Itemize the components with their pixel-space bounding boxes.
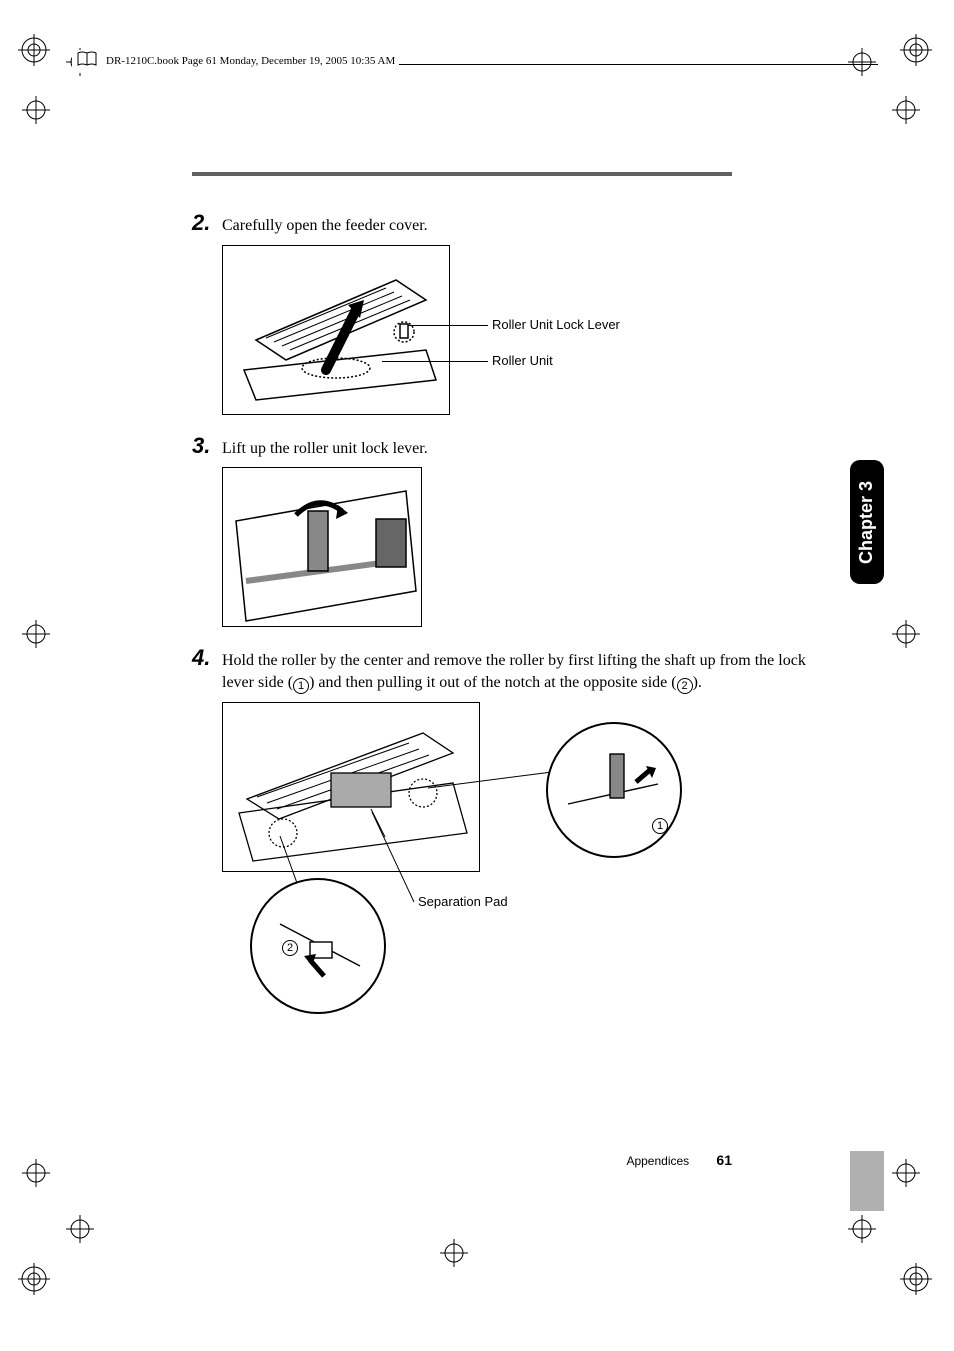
crop-target-right-1 [892,96,932,136]
side-gray-tab [850,1151,884,1211]
step-number: 4. [192,645,222,671]
chapter-tab-label: Chapter 3 [857,480,878,563]
feeder-illustration-icon [226,250,446,410]
step-number: 2. [192,210,222,236]
footer-section: Appendices [626,1154,689,1168]
circled-two-icon: 2 [677,678,693,694]
step-2: 2. Carefully open the feeder cover. [192,210,840,237]
step-text: Hold the roller by the center and remove… [222,650,840,694]
header-filename: DR-1210C.book Page 61 Monday, December 1… [102,55,399,67]
chapter-tab: Chapter 3 [850,460,884,584]
reg-mark-top-right [896,34,936,74]
label-roller-unit: Roller Unit [492,353,553,368]
step-4: 4. Hold the roller by the center and rem… [192,645,840,694]
callout-detail-1: 1 [546,722,682,858]
circled-one-icon: 1 [293,678,309,694]
reg-mark-bottom-right [896,1259,936,1299]
page-footer: Appendices 61 [192,1152,732,1169]
crop-target-right-mid [892,620,932,660]
figure-feeder-cover [222,245,450,415]
label-line [408,325,488,326]
label-roller-lock-lever: Roller Unit Lock Lever [492,317,620,332]
footer-page-number: 61 [716,1152,732,1168]
book-icon [72,50,102,73]
crop-target-left-1 [22,96,62,136]
reg-mark-top-left [18,34,58,74]
figure-main-panel [222,702,480,872]
step4-text-c: ). [693,674,702,691]
crop-target-bottom-center [440,1239,480,1279]
step-number: 3. [192,433,222,459]
figure-lock-lever [222,467,422,627]
step4-text-b: ) and then pulling it out of the notch a… [309,674,676,691]
crop-target-right-2 [892,1159,932,1199]
label-line [382,361,488,362]
callout-detail-2: 2 [250,878,386,1014]
crop-target-bottom-left [66,1215,106,1255]
crop-target-left-mid [22,620,62,660]
reg-mark-bottom-left [18,1259,58,1299]
figure-remove-roller: 1 2 Separation Pad [222,702,682,1014]
label-separation-pad: Separation Pad [418,894,508,909]
crop-target-left-2 [22,1159,62,1199]
step-text: Lift up the roller unit lock lever. [222,438,428,460]
page-header: DR-1210C.book Page 61 Monday, December 1… [78,52,878,76]
step-text: Carefully open the feeder cover. [222,215,428,237]
callout-1-illustration-icon [548,724,680,856]
content-area: 2. Carefully open the feeder cover. [192,170,840,1014]
roller-removal-illustration-icon [223,703,477,869]
callout-2-illustration-icon [252,880,384,1012]
step-3: 3. Lift up the roller unit lock lever. [192,433,840,460]
lock-lever-illustration-icon [226,471,418,623]
crop-target-bottom-right [848,1215,888,1255]
